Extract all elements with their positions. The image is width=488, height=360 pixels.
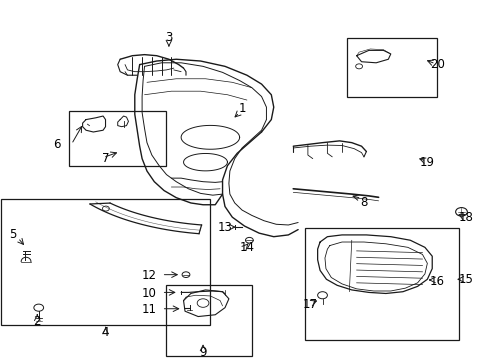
Text: 9: 9 <box>199 346 206 359</box>
Text: 3: 3 <box>165 31 172 44</box>
Text: 1: 1 <box>238 103 245 116</box>
Text: 7: 7 <box>102 152 109 165</box>
Text: 10: 10 <box>142 287 157 300</box>
Text: 12: 12 <box>142 269 157 282</box>
Bar <box>305 228 458 339</box>
Bar <box>0 199 210 325</box>
Text: 6: 6 <box>53 138 61 151</box>
Text: 2: 2 <box>34 315 41 328</box>
Text: 15: 15 <box>458 273 473 286</box>
Text: 5: 5 <box>9 228 17 242</box>
Text: 16: 16 <box>429 275 444 288</box>
Text: 11: 11 <box>142 303 157 316</box>
Text: 17: 17 <box>302 298 317 311</box>
Bar <box>69 111 166 166</box>
Bar <box>166 285 251 356</box>
Text: 20: 20 <box>429 58 444 71</box>
Text: 14: 14 <box>239 241 254 254</box>
Text: 8: 8 <box>360 197 367 210</box>
Text: 13: 13 <box>217 221 232 234</box>
Text: 4: 4 <box>102 326 109 339</box>
Text: 19: 19 <box>419 156 434 169</box>
Bar <box>346 38 436 96</box>
Text: 18: 18 <box>458 211 473 224</box>
